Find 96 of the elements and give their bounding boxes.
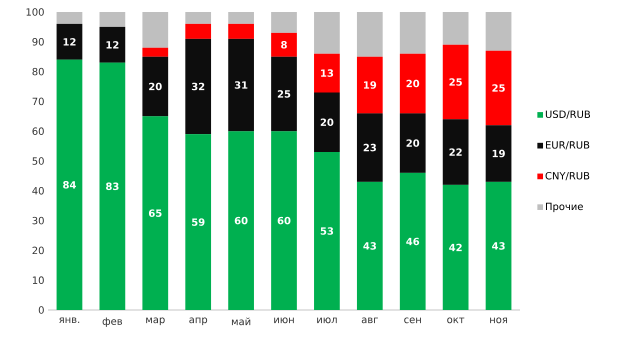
data-label: 12 xyxy=(64,38,76,46)
bar xyxy=(314,92,340,152)
data-label: 60 xyxy=(278,216,290,224)
y-tick-label: 80 xyxy=(32,68,44,76)
x-tick-label: апр xyxy=(189,318,208,326)
bar xyxy=(442,44,469,120)
bar xyxy=(142,116,168,310)
bar xyxy=(400,12,426,54)
data-label: 25 xyxy=(278,90,290,98)
bar xyxy=(56,24,82,60)
bar xyxy=(486,50,512,126)
data-label: 60 xyxy=(234,216,248,224)
data-label: 43 xyxy=(492,242,505,250)
legend-label: EUR/RUB xyxy=(546,141,590,150)
data-label: 65 xyxy=(148,209,162,217)
bar xyxy=(99,12,126,27)
bar xyxy=(228,38,254,132)
y-tick-label: 100 xyxy=(26,8,44,16)
data-label: 83 xyxy=(106,182,119,190)
data-label: 42 xyxy=(449,244,462,252)
bar xyxy=(314,54,340,92)
x-tick-label: фев xyxy=(102,318,122,327)
bar xyxy=(99,62,126,310)
bar xyxy=(314,152,340,310)
data-label: 23 xyxy=(364,144,376,152)
bar xyxy=(185,38,212,134)
bar xyxy=(442,184,469,310)
data-label: 46 xyxy=(406,238,420,246)
bar xyxy=(228,24,254,39)
data-label: 20 xyxy=(149,82,162,90)
x-tick-label: окт xyxy=(447,318,464,324)
legend-label: CNY/RUB xyxy=(546,172,590,180)
y-tick-label: 0 xyxy=(38,306,44,314)
data-label: 43 xyxy=(363,242,376,250)
x-tick-label: сен xyxy=(404,318,421,324)
bar xyxy=(400,172,426,310)
bar xyxy=(356,113,383,182)
bar xyxy=(442,119,469,185)
bar xyxy=(142,56,168,116)
x-tick-label: мар xyxy=(146,318,165,326)
data-label: 8 xyxy=(281,41,287,49)
bar xyxy=(99,26,126,63)
bar xyxy=(271,12,297,33)
data-label: 20 xyxy=(406,80,420,88)
y-tick-label: 70 xyxy=(32,98,44,106)
data-label: 12 xyxy=(106,41,118,48)
bar xyxy=(400,54,426,114)
data-label: 31 xyxy=(234,81,248,89)
data-label: 25 xyxy=(449,78,462,86)
y-tick-label: 10 xyxy=(32,276,44,284)
y-tick-label: 50 xyxy=(32,157,44,165)
x-tick-label: янв. xyxy=(59,318,80,323)
bar xyxy=(271,32,297,57)
bar xyxy=(185,24,212,39)
y-tick-label: 20 xyxy=(32,246,44,254)
bar xyxy=(356,182,383,310)
data-label: 20 xyxy=(320,118,334,126)
data-label: 13 xyxy=(321,69,334,77)
data-label: 25 xyxy=(492,84,505,92)
bar xyxy=(356,12,383,57)
x-tick-label: июл xyxy=(317,318,337,324)
bar xyxy=(228,12,254,24)
bar xyxy=(271,56,297,132)
x-tick-label: май xyxy=(232,317,250,326)
data-label: 59 xyxy=(192,218,204,226)
y-tick-label: 90 xyxy=(32,38,44,46)
legend-label: USD/RUB xyxy=(546,110,590,119)
data-label: 22 xyxy=(449,148,462,156)
bar xyxy=(400,113,426,173)
bar xyxy=(486,125,512,182)
bar xyxy=(271,131,297,310)
bar xyxy=(56,60,82,310)
bar xyxy=(185,134,212,310)
bar xyxy=(142,48,168,57)
data-label: 20 xyxy=(406,139,420,147)
data-label: 19 xyxy=(492,150,505,158)
data-label: 53 xyxy=(320,227,334,235)
bar xyxy=(228,131,254,310)
bar xyxy=(314,12,340,54)
bar xyxy=(442,12,469,45)
x-tick-label: июн xyxy=(274,318,294,324)
data-label: 19 xyxy=(364,81,376,89)
data-label: 32 xyxy=(192,82,204,90)
bar xyxy=(486,12,512,51)
bar xyxy=(356,56,383,114)
y-tick-label: 40 xyxy=(32,187,44,195)
legend-label: Прочие xyxy=(546,202,583,212)
bar xyxy=(185,12,212,24)
x-tick-label: ноя xyxy=(490,318,508,324)
x-tick-label: авг xyxy=(362,318,378,324)
bar xyxy=(56,12,82,24)
bar xyxy=(486,182,512,310)
y-tick-label: 30 xyxy=(32,216,44,224)
y-tick-label: 60 xyxy=(32,127,44,135)
data-label: 84 xyxy=(63,181,76,189)
bar xyxy=(142,12,168,48)
